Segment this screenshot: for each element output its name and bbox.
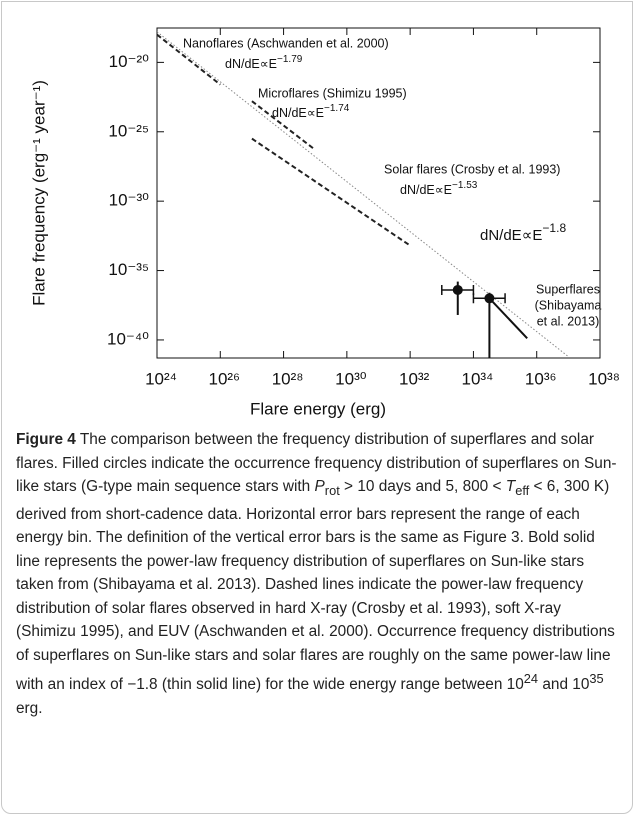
power-law-line <box>157 33 221 86</box>
annotation: (Shibayama <box>535 298 602 312</box>
caption-label: Figure 4 <box>16 431 76 448</box>
caption-text: erg. <box>16 699 43 717</box>
x-tick-label: 10³⁴ <box>461 369 493 388</box>
annotation: dN/dE∝E−1.8 <box>480 221 566 244</box>
x-tick-label: 10³⁰ <box>335 369 367 388</box>
x-tick-label: 10³⁶ <box>525 369 557 388</box>
x-tick-label: 10²⁶ <box>208 369 240 388</box>
caption-text: < 6, 300 K) derived from short-cadence d… <box>16 478 615 694</box>
caption-text: and 10 <box>538 676 590 694</box>
x-tick-label: 10³² <box>399 369 430 388</box>
annotation: Solar flares (Crosby et al. 1993) <box>384 162 560 176</box>
y-tick-label: 10⁻²⁵ <box>108 121 149 140</box>
power-law-line <box>251 100 316 151</box>
y-axis-label: Flare frequency (erg⁻¹ year⁻¹) <box>29 80 48 306</box>
annotation: dN/dE∝E <box>480 227 542 244</box>
plot-frame <box>156 27 601 359</box>
y-tick-label: 10⁻²⁰ <box>109 52 150 71</box>
x-tick-label: 10³⁸ <box>588 369 620 388</box>
x-tick-label: 10²⁴ <box>145 369 177 388</box>
caption-text: The comparison between the frequency dis… <box>16 431 617 495</box>
annotation: Nanoflares (Aschwanden et al. 2000) <box>183 36 389 50</box>
annotation: dN/dE∝E−1.79 <box>225 54 303 72</box>
annotation: et al. 2013) <box>537 314 600 328</box>
annotation: Microflares (Shimizu 1995) <box>258 86 407 100</box>
annotation: dN/dE∝E−1.74 <box>272 103 350 121</box>
power-law-line <box>251 137 411 247</box>
caption-subscript: rot <box>324 483 340 499</box>
annotation-exponent: −1.74 <box>324 103 350 114</box>
x-axis-label: Flare energy (erg) <box>250 399 386 418</box>
annotation-exponent: −1.53 <box>452 180 478 191</box>
annotation-exponent: −1.79 <box>277 54 303 65</box>
annotation: dN/dE∝E <box>400 183 452 197</box>
y-tick-label: 10⁻³⁵ <box>108 260 149 279</box>
annotation: dN/dE∝E <box>225 57 277 71</box>
figure-caption: Figure 4 The comparison between the freq… <box>16 428 620 720</box>
data-point <box>452 284 463 295</box>
annotation: dN/dE∝E <box>272 106 324 120</box>
plot-area <box>157 31 569 358</box>
caption-text: > 10 days and 5, 800 < <box>339 478 506 495</box>
x-tick-label: 10²⁸ <box>272 369 304 388</box>
chart: Flare energy (erg) Flare frequency (erg⁻… <box>29 27 620 418</box>
caption-math: T <box>505 478 516 495</box>
annotation: dN/dE∝E−1.53 <box>400 180 478 198</box>
caption-math: P <box>314 478 325 495</box>
annotation: Superflares <box>536 282 600 296</box>
power-law-line <box>488 297 528 340</box>
annotation-exponent: −1.8 <box>542 221 566 235</box>
data-point <box>484 293 495 304</box>
power-law-line <box>157 31 569 357</box>
caption-subscript: eff <box>515 483 530 499</box>
caption-superscript: 35 <box>589 671 604 687</box>
caption-superscript: 24 <box>523 671 539 687</box>
y-tick-label: 10⁻⁴⁰ <box>107 329 149 348</box>
y-tick-label: 10⁻³⁰ <box>109 191 150 210</box>
